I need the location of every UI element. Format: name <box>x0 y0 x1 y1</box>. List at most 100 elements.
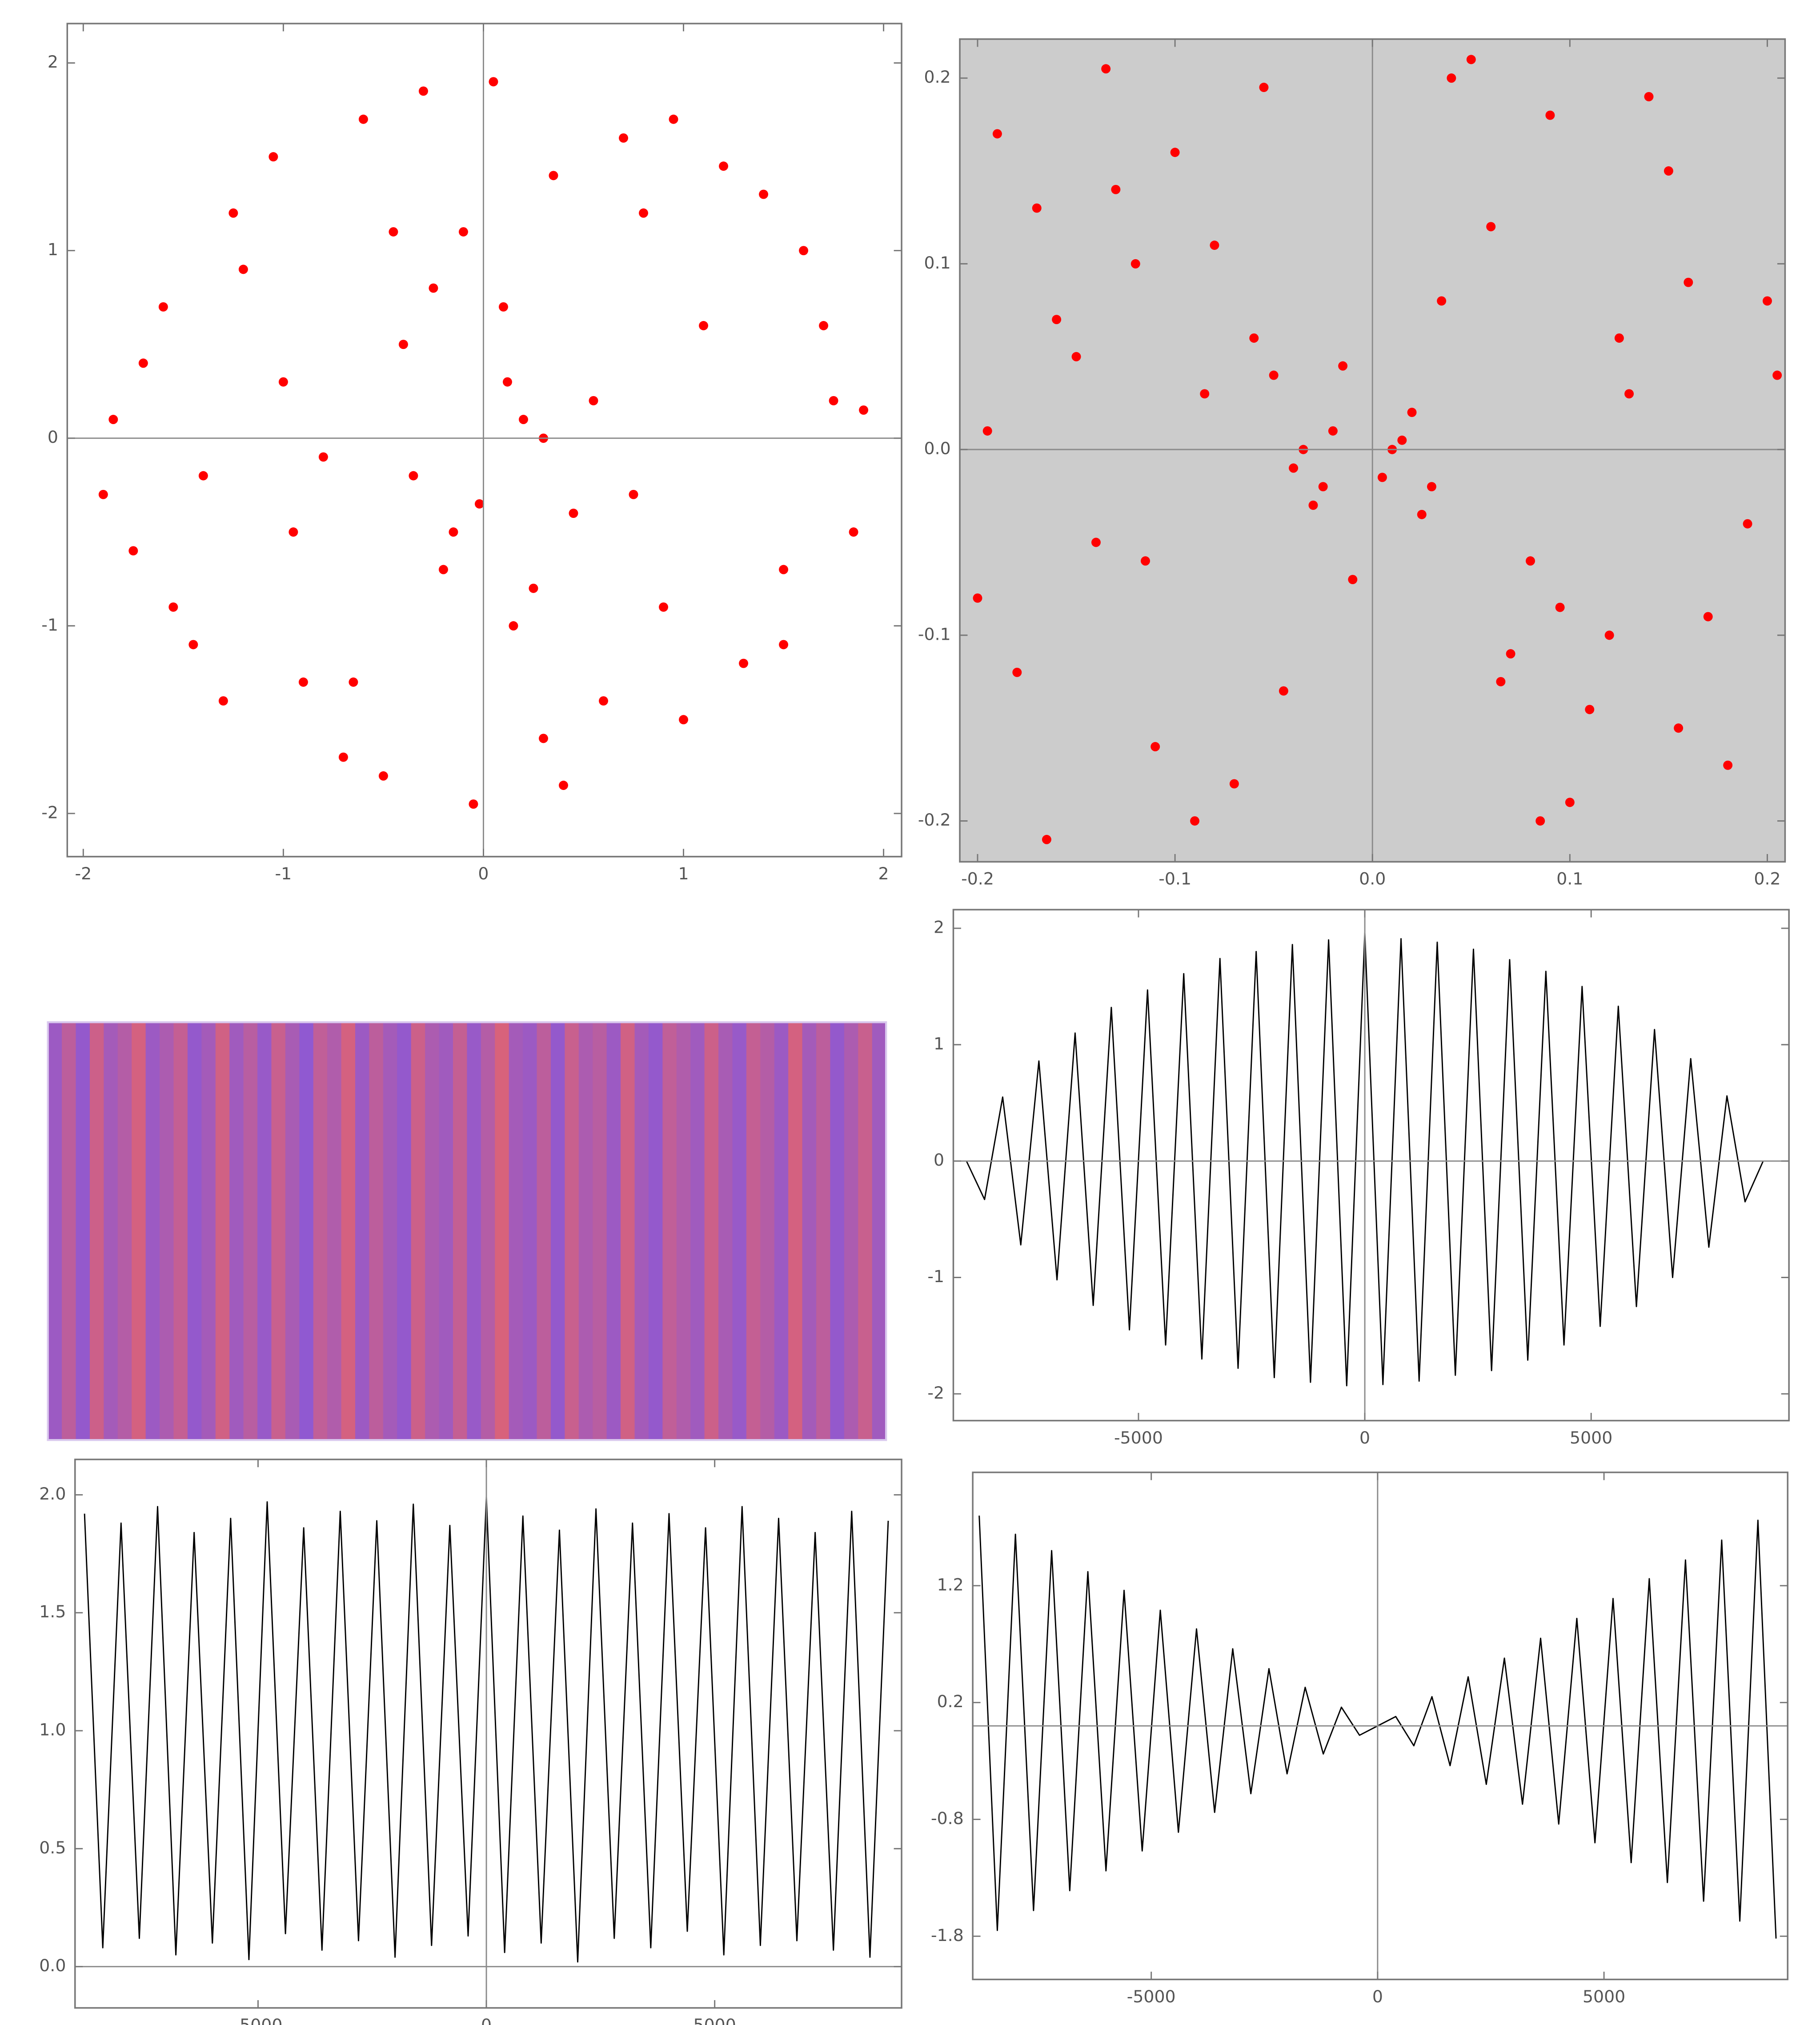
stripe <box>467 1022 482 1440</box>
x-tick-label: -5000 <box>1127 1987 1176 2006</box>
x-tick-label: 2 <box>878 864 889 883</box>
point <box>198 471 208 481</box>
stripe <box>872 1022 887 1440</box>
y-tick-label: 0.2 <box>924 67 951 87</box>
point <box>318 452 328 462</box>
y-tick-label: 0 <box>48 427 58 447</box>
stripe <box>341 1022 356 1440</box>
point <box>1032 203 1042 213</box>
point <box>1664 166 1673 176</box>
stripe <box>481 1022 496 1440</box>
point <box>1210 241 1219 250</box>
x-tick-label: 5000 <box>1570 1428 1612 1448</box>
stripe <box>439 1022 454 1440</box>
point <box>699 321 708 330</box>
stripe <box>704 1022 719 1440</box>
x-tick-label: 0.1 <box>1556 869 1583 889</box>
x-tick-label: -5000 <box>1114 1428 1163 1448</box>
stripe <box>509 1022 524 1440</box>
stripe <box>383 1022 398 1440</box>
x-tick-label: -0.2 <box>961 869 994 889</box>
point <box>1289 463 1299 473</box>
point <box>1151 742 1160 751</box>
stripe <box>676 1022 691 1440</box>
point <box>1130 259 1140 269</box>
point <box>1190 816 1200 826</box>
stripe <box>327 1022 342 1440</box>
point <box>128 546 138 556</box>
stripe <box>718 1022 733 1440</box>
point <box>589 396 598 405</box>
point <box>1526 556 1535 566</box>
stripe <box>523 1022 537 1440</box>
point <box>1042 834 1051 844</box>
stripe <box>690 1022 705 1440</box>
point <box>389 227 398 237</box>
point <box>1417 509 1427 519</box>
point <box>168 602 178 612</box>
stripe <box>760 1022 775 1440</box>
y-tick-label: 0.2 <box>937 1692 964 1711</box>
point <box>1111 184 1121 194</box>
point <box>378 771 388 781</box>
stripe <box>425 1022 440 1440</box>
point <box>549 171 558 180</box>
stripe <box>257 1022 272 1440</box>
y-tick-label: 2 <box>934 918 944 937</box>
stripe <box>285 1022 300 1440</box>
point <box>278 377 288 387</box>
point <box>469 799 478 809</box>
point <box>1555 602 1565 612</box>
y-tick-label: -2 <box>927 1383 944 1403</box>
y-tick-label: -1 <box>41 615 58 634</box>
stripe <box>229 1022 244 1440</box>
x-tick-label: -0.1 <box>1159 869 1191 889</box>
point <box>719 161 729 171</box>
point <box>269 152 278 162</box>
stripe <box>495 1022 509 1440</box>
stripe <box>606 1022 621 1440</box>
x-tick-label: 5000 <box>694 2015 736 2025</box>
stripe <box>774 1022 789 1440</box>
y-tick-label: 2 <box>48 52 58 72</box>
point <box>1052 315 1062 325</box>
stripe <box>453 1022 468 1440</box>
stripe <box>104 1022 118 1440</box>
stripe <box>732 1022 747 1440</box>
point <box>538 734 548 743</box>
point <box>289 527 298 537</box>
plot-frame <box>972 1472 1789 1981</box>
stripe <box>593 1022 607 1440</box>
y-tick-label: 1 <box>934 1034 944 1053</box>
point <box>518 415 528 424</box>
point <box>188 640 198 650</box>
stripe <box>621 1022 635 1440</box>
point <box>1279 686 1288 696</box>
point <box>1328 426 1338 436</box>
point <box>659 602 668 612</box>
point <box>1141 556 1150 566</box>
point <box>509 621 518 631</box>
point <box>1377 473 1387 482</box>
point <box>1200 389 1210 399</box>
point <box>799 246 809 256</box>
point <box>779 565 789 574</box>
point <box>229 208 238 218</box>
point <box>438 565 448 574</box>
point <box>1535 816 1545 826</box>
point <box>349 677 358 687</box>
point <box>1259 83 1269 92</box>
stripe <box>243 1022 258 1440</box>
stripe <box>215 1022 230 1440</box>
point <box>1644 92 1654 101</box>
point <box>779 640 789 650</box>
point <box>489 77 498 87</box>
point <box>1229 779 1239 789</box>
point <box>138 358 148 368</box>
stripe <box>89 1022 104 1440</box>
stripe <box>788 1022 803 1440</box>
point <box>1170 148 1180 157</box>
point <box>619 133 628 143</box>
